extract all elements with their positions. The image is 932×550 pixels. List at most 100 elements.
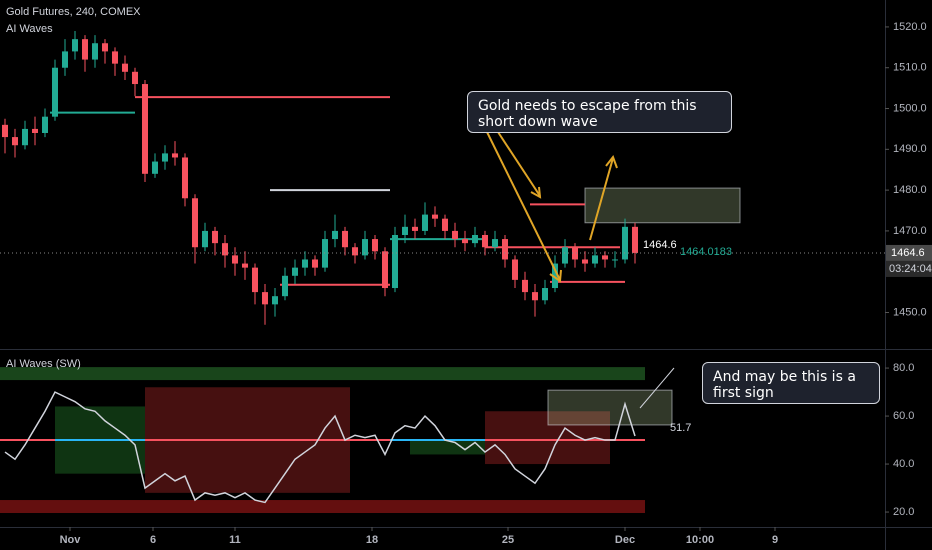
y-tick-label: 1470.0 (893, 225, 927, 237)
candle-body (622, 226, 628, 260)
candle-body (152, 161, 158, 174)
last-price-label: 1464.6 (891, 247, 925, 259)
y-tick-label: 80.0 (893, 362, 914, 374)
candle-body (462, 239, 468, 244)
candle-body (542, 288, 548, 301)
arrow-line (589, 157, 614, 241)
oscillator-last-value: 51.7 (670, 422, 691, 434)
x-tick-label: 10:00 (686, 534, 714, 546)
zone (0, 367, 645, 381)
countdown: 03:24:04 (889, 263, 932, 275)
candle-body (252, 267, 258, 293)
x-tick-label: 6 (150, 534, 156, 546)
zone (0, 500, 645, 514)
indicator-title: AI Waves (6, 23, 53, 35)
y-tick-label: 60.0 (893, 410, 914, 422)
arrow-head (530, 186, 542, 199)
plot-layer: 1450.0 1470.0 1480.0 1490.0 1500.0 1510.0 1520… (0, 21, 932, 546)
candle-body (182, 157, 188, 199)
chart-title: Gold Futures, 240, COMEX (6, 6, 141, 18)
wave-value-label: 1464.0183 (680, 246, 732, 258)
candle-body (122, 63, 128, 72)
candle-body (602, 255, 608, 260)
oscillator-line (4, 391, 636, 504)
arrow-head (605, 154, 618, 169)
x-tick-label: 18 (366, 534, 378, 546)
candle-body (82, 39, 88, 60)
x-tick-label: Nov (60, 534, 82, 546)
zone (584, 187, 741, 224)
candle-body (2, 124, 8, 138)
candle-body (292, 267, 298, 276)
candle-body (422, 214, 428, 231)
candle-body (72, 39, 78, 52)
x-tick-label: 9 (772, 534, 778, 546)
y-tick-label: 1490.0 (893, 143, 927, 155)
y-tick-label: 1520.0 (893, 21, 927, 33)
candle-body (492, 239, 498, 248)
candle-body (352, 247, 358, 256)
lower-indicator-title: AI Waves (SW) (6, 358, 81, 370)
callout: Gold needs to escape from this short dow… (467, 91, 732, 133)
candle-body (222, 243, 228, 256)
candle-body (192, 198, 198, 248)
candle-body (172, 153, 178, 158)
candle-body (482, 234, 488, 248)
candle-body (132, 71, 138, 85)
candle-body (402, 226, 408, 235)
candle-body (102, 43, 108, 52)
candle-body (412, 226, 418, 231)
candle-body (632, 226, 638, 253)
callout: And may be this is a first sign (702, 362, 880, 404)
candle-body (582, 259, 588, 264)
callout-pointer (639, 367, 675, 409)
last-price-box (886, 244, 932, 261)
candle-body (362, 239, 368, 256)
candle-body (212, 230, 218, 244)
candle-body (272, 296, 278, 305)
y-tick-label: 1480.0 (893, 184, 927, 196)
countdown-box (886, 260, 932, 277)
candle-body (162, 153, 168, 162)
last-value-label: 1464.6 (643, 239, 677, 251)
candle-body (392, 234, 398, 289)
candle-body (522, 279, 528, 293)
candle-body (312, 259, 318, 268)
candle-body (12, 137, 18, 146)
candle-body (112, 51, 118, 64)
candle-body (442, 218, 448, 231)
candle-body (42, 116, 48, 133)
candle-body (62, 51, 68, 68)
candle-body (282, 275, 288, 297)
zone (547, 389, 673, 426)
candle-body (382, 251, 388, 289)
candle-body (52, 67, 58, 117)
y-tick-label: 20.0 (893, 506, 914, 518)
x-tick-label: Dec (615, 534, 635, 546)
x-tick-label: 11 (229, 534, 241, 546)
arrow-head (549, 269, 562, 283)
candle-body (562, 247, 568, 264)
candle-body (32, 128, 38, 133)
candle-body (512, 259, 518, 280)
candle-body (592, 255, 598, 264)
candle-body (22, 128, 28, 146)
arrow-line (497, 131, 541, 197)
candle-body (372, 239, 378, 252)
arrow-line (486, 131, 561, 281)
candle-body (242, 263, 248, 268)
candle-body (532, 292, 538, 301)
candle-body (432, 214, 438, 219)
y-tick-label: 1510.0 (893, 62, 927, 74)
candle-body (342, 230, 348, 248)
candle-body (552, 263, 558, 289)
candle-body (142, 84, 148, 174)
y-tick-label: 1500.0 (893, 102, 927, 114)
candle-body (612, 259, 618, 261)
zone (410, 440, 485, 455)
candle-body (572, 247, 578, 260)
arrows (486, 131, 618, 283)
candle-body (262, 292, 268, 305)
